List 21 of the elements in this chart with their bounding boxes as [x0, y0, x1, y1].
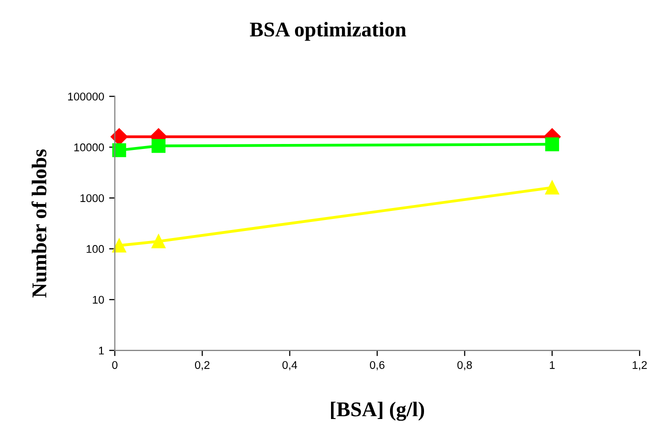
y-tick-label: 100 [86, 245, 104, 253]
y-axis-title: Number of blobs [32, 149, 46, 298]
point [545, 137, 560, 152]
point [112, 238, 126, 252]
y-tick-label: 10 [92, 296, 104, 304]
point [152, 234, 166, 248]
x-tick-label: 0,8 [457, 361, 472, 370]
x-tick-label: 0,2 [194, 361, 210, 370]
x-tick-label: 1,2 [632, 361, 647, 370]
x-tick-label: 1 [550, 361, 555, 369]
x-tick-label: 0,4 [282, 361, 298, 370]
point [152, 138, 166, 153]
y-tick-label: 100000 [68, 92, 104, 100]
chart-title: BSA optimization [250, 22, 406, 41]
x-tick-label: 0 [112, 361, 118, 369]
x-tick-label: 0,6 [370, 361, 384, 370]
point [545, 180, 560, 195]
x-axis-title: [BSA] (g/l) [331, 402, 424, 421]
y-tick-label: 1000 [80, 194, 104, 202]
y-tick-label: 1 [99, 346, 104, 354]
y-tick-label: 10000 [74, 143, 104, 152]
